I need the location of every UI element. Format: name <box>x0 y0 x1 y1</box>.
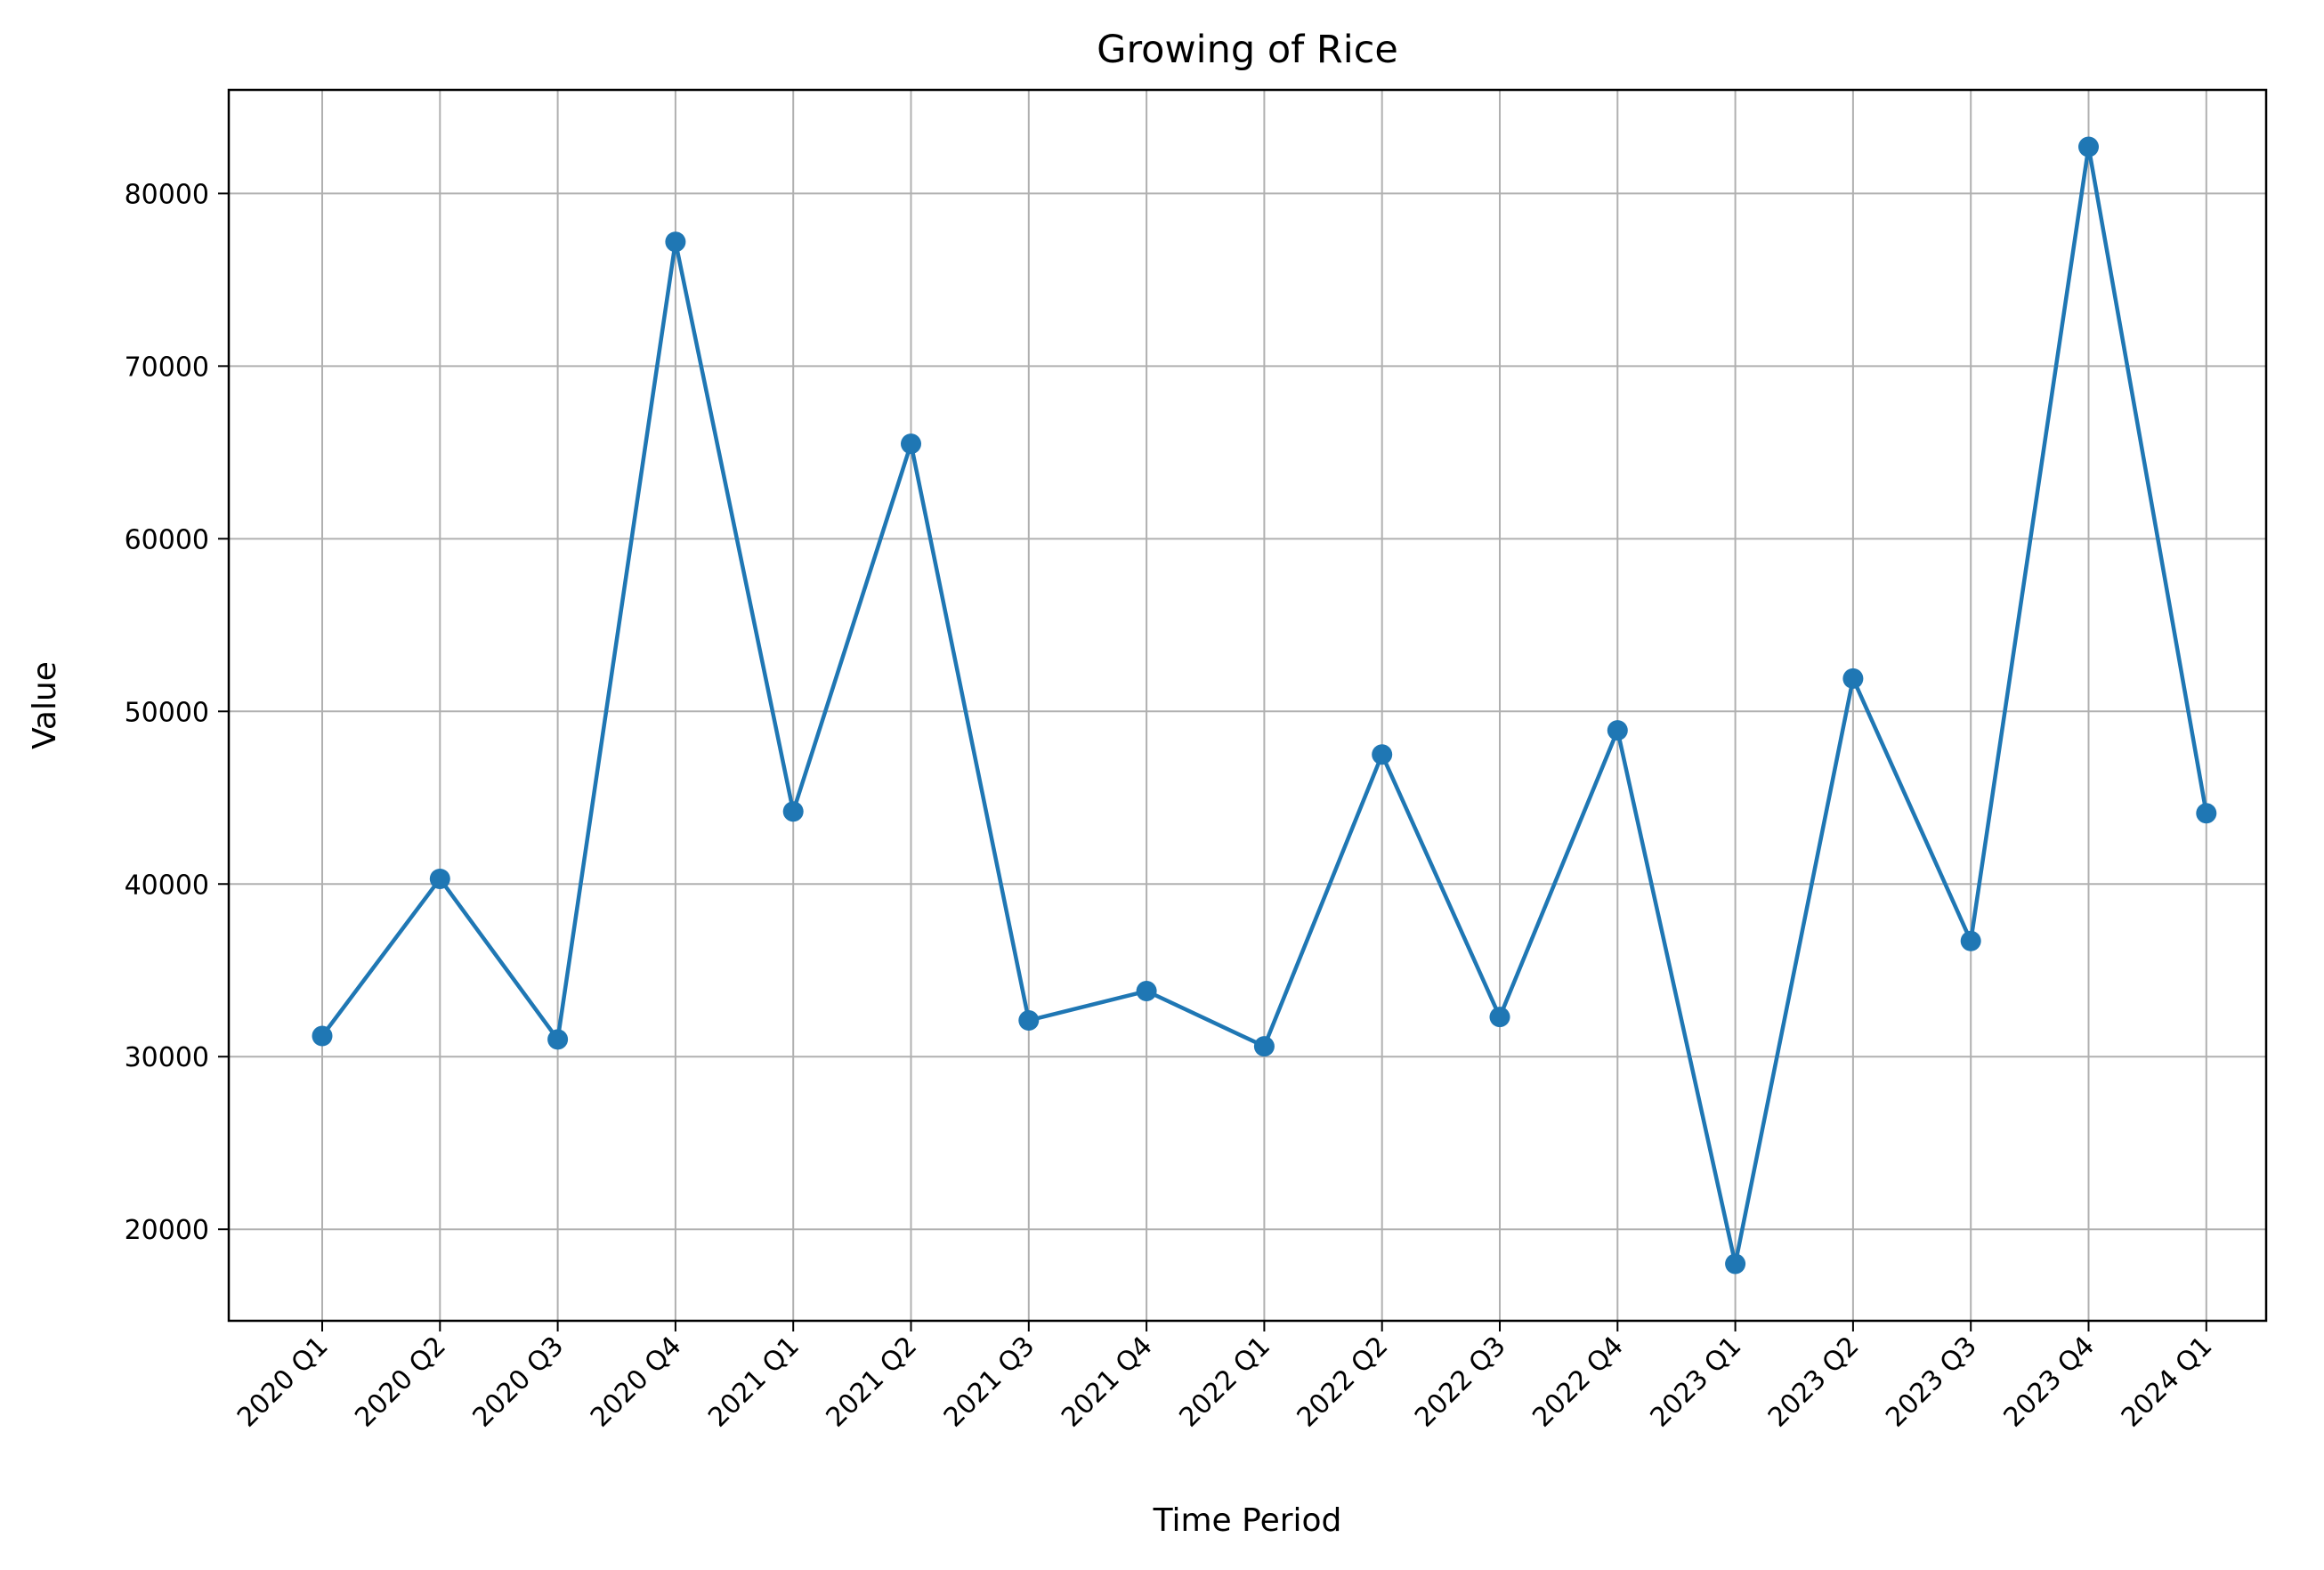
x-axis-title: Time Period <box>1153 1502 1342 1539</box>
data-point <box>901 433 921 455</box>
y-tick-label: 30000 <box>125 1042 209 1073</box>
y-tick-label: 50000 <box>125 697 209 728</box>
plot-area-frame <box>227 88 2268 1323</box>
chart-title: Growing of Rice <box>1097 28 1398 72</box>
grid <box>229 90 2266 1321</box>
data-point <box>1489 1007 1510 1028</box>
data-point <box>312 1025 333 1047</box>
data-point <box>1018 1009 1040 1031</box>
data-point <box>1960 930 1981 951</box>
data-point <box>665 231 686 253</box>
data-point <box>547 1029 569 1050</box>
y-tick-label: 60000 <box>125 524 209 555</box>
y-tick-label: 40000 <box>125 870 209 901</box>
data-point <box>1842 668 1864 689</box>
data-point <box>429 868 450 889</box>
data-point <box>1372 744 1393 765</box>
data-point <box>1607 720 1628 741</box>
data-point <box>1136 981 1157 1002</box>
series <box>312 136 2217 1275</box>
data-point <box>1725 1253 1746 1275</box>
y-tick-label: 20000 <box>125 1215 209 1246</box>
data-point <box>782 801 804 822</box>
y-axis-title: Value <box>27 661 63 749</box>
data-point <box>2196 803 2217 824</box>
y-tick-label: 70000 <box>125 352 209 383</box>
data-point <box>1253 1036 1275 1057</box>
data-point <box>2078 136 2099 158</box>
y-tick-label: 80000 <box>125 179 209 210</box>
